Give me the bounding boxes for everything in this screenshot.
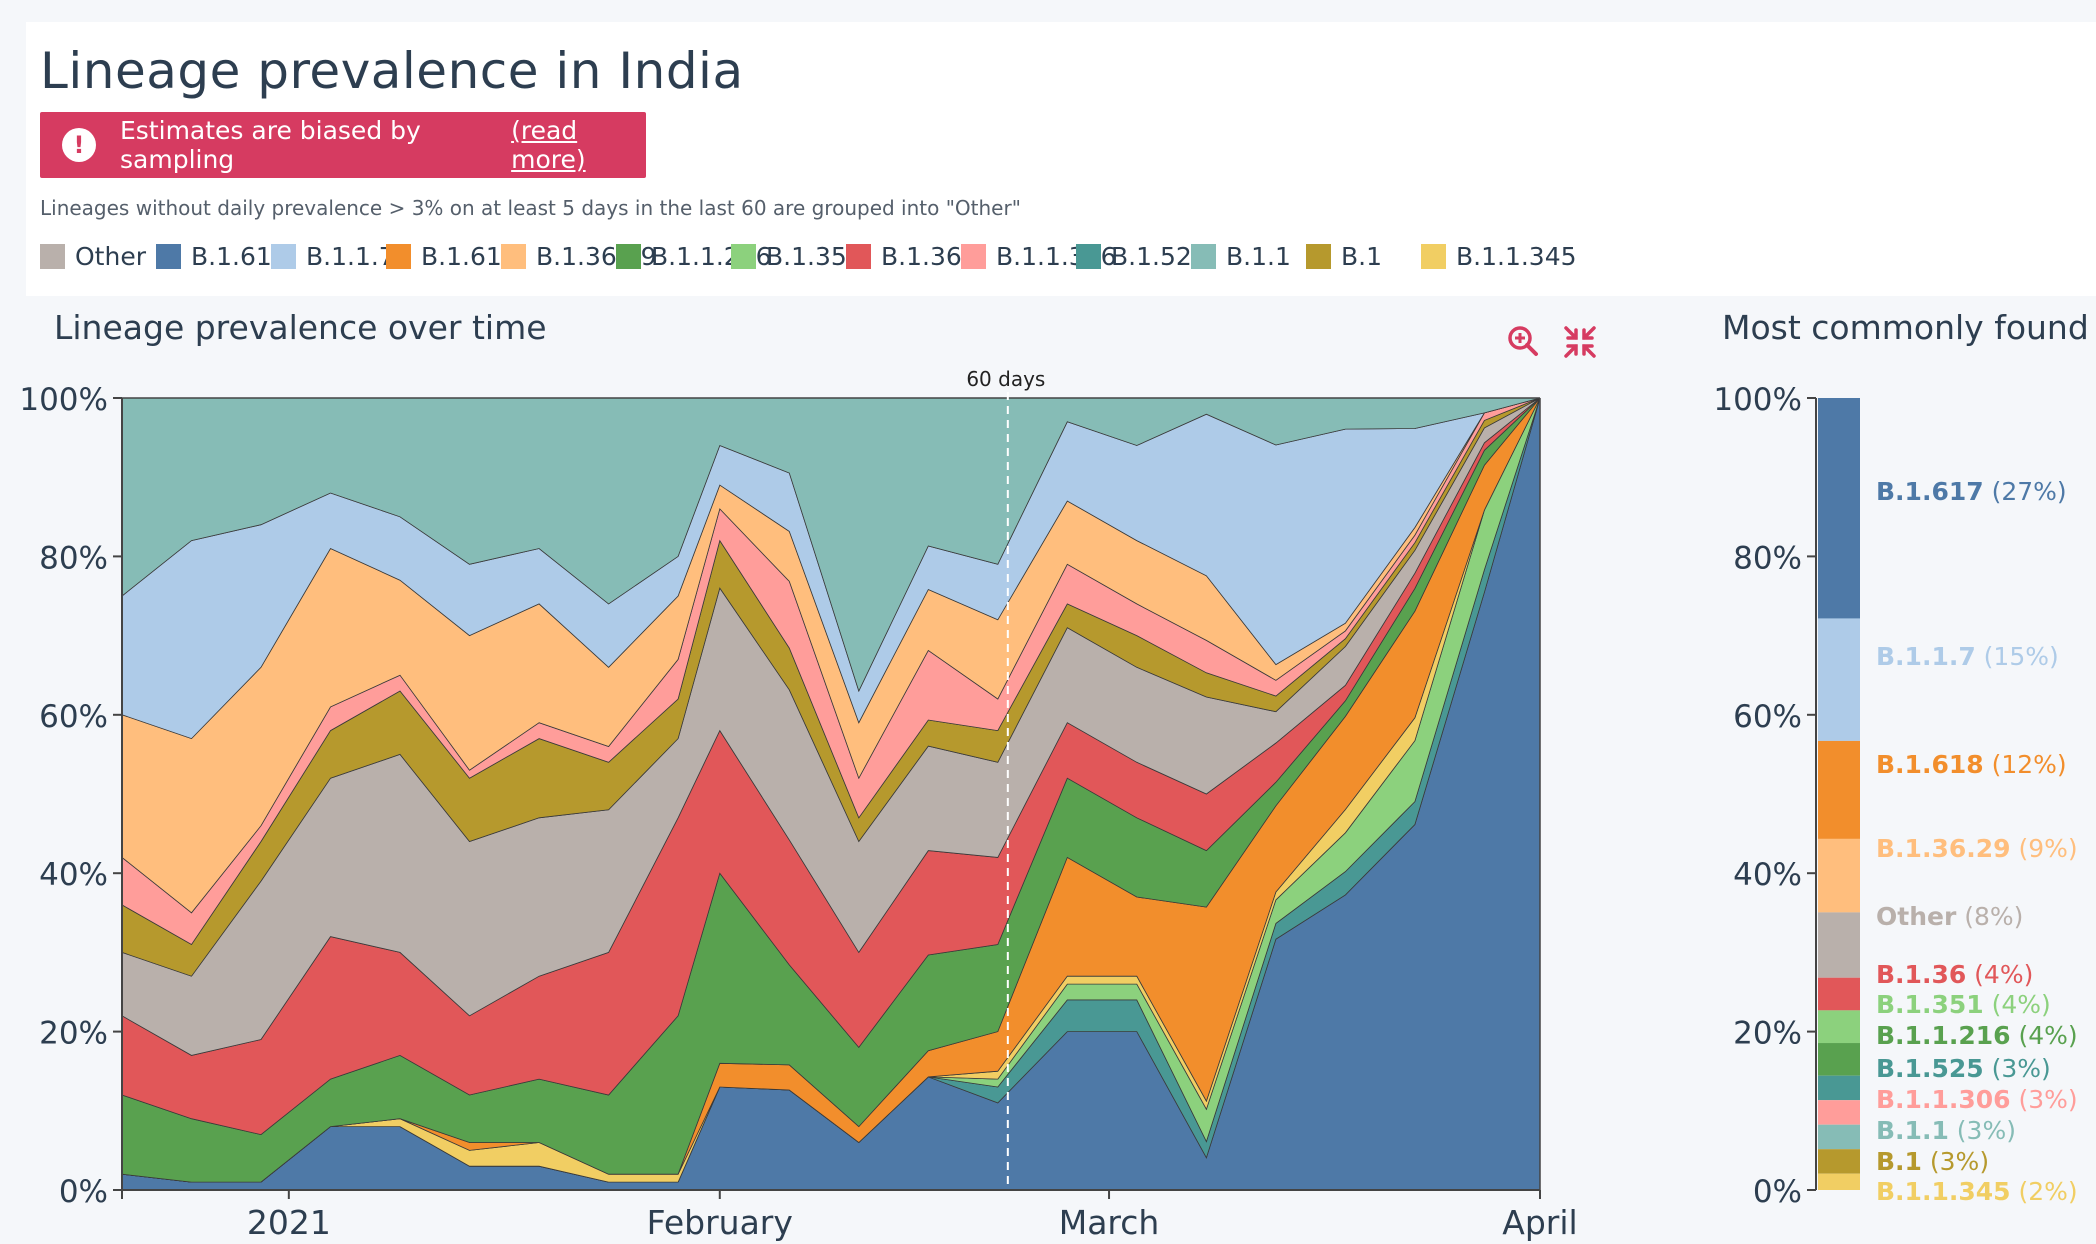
header-panel: Lineage prevalence in India ! Estimates … [26,22,2096,296]
bar-segment-b-1-1-7[interactable] [1818,618,1860,741]
bar-segment-b-1-36[interactable] [1818,977,1860,1011]
bar-label-other: Other (8%) [1876,902,2023,931]
lineage-area-chart: 0% 20% 40% 60% 80% 100% 2021 February March April… [19,367,1577,1242]
legend-item-b-1-1-7[interactable]: B.1.1.7 [271,236,395,276]
sixty-day-marker-label: 60 days [966,367,1045,391]
bar-segment-b-1-1[interactable] [1818,1124,1860,1150]
x-tick-label: 2021 [247,1203,331,1242]
bar-segment-b-1[interactable] [1818,1149,1860,1174]
bar-label-b-1-525: B.1.525 (3%) [1876,1054,2051,1083]
legend-swatch [731,243,756,269]
y-tick-label: 60% [39,699,108,735]
legend-swatch [501,243,526,269]
bar-label-b-1-1-306: B.1.1.306 (3%) [1876,1085,2078,1114]
read-more-link[interactable]: (read more) [511,116,586,174]
legend-item-b-1-36[interactable]: B.1.36 [846,236,962,276]
page-title: Lineage prevalence in India [40,42,744,100]
bar-segment-b-1-36-29[interactable] [1818,838,1860,913]
y-tick-label: 40% [1733,857,1802,893]
x-tick-label: March [1059,1203,1160,1242]
bar-label-b-1-351: B.1.351 (4%) [1876,990,2051,1019]
legend-swatch [156,243,181,269]
legend-swatch [1076,243,1101,269]
legend-swatch [271,243,296,269]
y-tick-label: 100% [19,382,108,418]
legend-swatch [1306,243,1331,269]
bar-segment-b-1-1-216[interactable] [1818,1043,1860,1076]
y-tick-label: 80% [39,540,108,576]
legend-item-b-1-525[interactable]: B.1.525 [1076,236,1208,276]
zoom-in-icon [1508,326,1538,356]
y-tick-label: 60% [1733,699,1802,735]
bar-label-b-1-1-345: B.1.1.345 (2%) [1876,1177,2078,1206]
legend-label: B.1 [1341,241,1383,271]
bar-label-b-1-1-216: B.1.1.216 (4%) [1876,1021,2078,1050]
legend-swatch [616,243,641,269]
zoom-in-button[interactable] [1504,322,1544,362]
area-layers [121,397,1541,1191]
legend-item-b-1[interactable]: B.1 [1306,236,1382,276]
y-tick-label: 20% [39,1016,108,1052]
legend-label: B.1.36 [881,241,962,271]
bar-segment-b-1-617[interactable] [1818,398,1860,619]
y-tick-label: 100% [1713,382,1802,418]
legend-swatch [846,243,871,269]
legend-swatch [386,243,411,269]
legend-swatch [1421,243,1446,269]
bar-label-b-1-618: B.1.618 (12%) [1876,750,2067,779]
legend-item-b-1-617[interactable]: B.1.617 [156,236,288,276]
grouping-note: Lineages without daily prevalence > 3% o… [40,196,1021,220]
bar-segment-b-1-1-345[interactable] [1818,1173,1860,1190]
bar-segment-b-1-351[interactable] [1818,1010,1860,1044]
y-tick-label: 20% [1733,1016,1802,1052]
collapse-button[interactable] [1560,322,1600,362]
x-tick-label: April [1502,1203,1577,1242]
legend-label: Other [75,241,146,271]
x-tick-label: February [647,1203,793,1242]
bar-label-b-1-617: B.1.617 (27%) [1876,477,2067,506]
bar-label-b-1-1-7: B.1.1.7 (15%) [1876,642,2059,671]
bar-segment-b-1-525[interactable] [1818,1075,1860,1101]
legend-label: B.1.1.7 [306,241,395,271]
legend-label: B.1.1 [1226,241,1291,271]
y-tick-label: 0% [1753,1174,1802,1210]
bar-label-b-1-36-29: B.1.36.29 (9%) [1876,834,2078,863]
side-chart-title: Most commonly found [1722,308,2089,347]
y-tick-label: 80% [1733,540,1802,576]
legend: Other B.1.617 B.1.1.7 B.1.618 B.1.36.29 B.1.1… [40,236,2090,276]
legend-swatch [1191,243,1216,269]
bar-segment-b-1-1-306[interactable] [1818,1100,1860,1125]
exclamation-icon: ! [62,128,96,162]
y-tick-label: 40% [39,857,108,893]
warning-text: Estimates are biased by sampling [120,116,421,174]
legend-item-b-1-618[interactable]: B.1.618 [386,236,518,276]
legend-swatch [40,243,65,269]
bar-label-b-1-36: B.1.36 (4%) [1876,960,2033,989]
legend-item-b-1-1[interactable]: B.1.1 [1191,236,1291,276]
legend-item-other[interactable]: Other [40,236,146,276]
y-tick-label: 0% [59,1174,108,1210]
bar-segment-other[interactable] [1818,912,1860,978]
sampling-warning-banner: ! Estimates are biased by sampling (read… [40,112,646,178]
legend-label: B.1.1.345 [1456,241,1577,271]
legend-item-b-1-1-345[interactable]: B.1.1.345 [1421,236,1577,276]
main-chart-title: Lineage prevalence over time [54,308,547,347]
legend-swatch [961,243,986,269]
bar-label-b-1-1: B.1.1 (3%) [1876,1116,2016,1145]
legend-item-b-1-351[interactable]: B.1.351 [731,236,863,276]
lineage-stack-bar-chart: 0% 20% 40% 60% 80% 100% B.1.617 (27%) B.1.1.7 (… [1713,382,2078,1210]
bar-label-b-1: B.1 (3%) [1876,1147,1989,1176]
compress-icon [1564,326,1596,358]
bar-segment-b-1-618[interactable] [1818,740,1860,839]
